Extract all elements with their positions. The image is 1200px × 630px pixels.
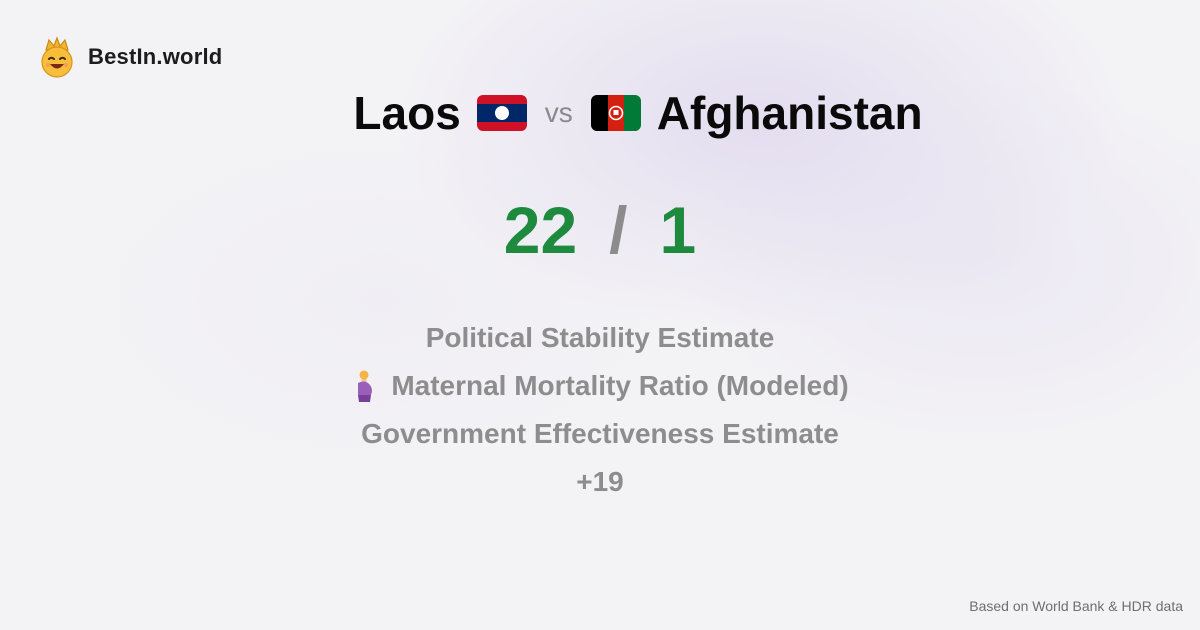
comparison-title: Laos vs Afghanistan bbox=[0, 86, 1200, 140]
right-score: 1 bbox=[659, 193, 697, 267]
metric-item: Political Stability Estimate bbox=[426, 314, 775, 362]
metric-label: Maternal Mortality Ratio (Modeled) bbox=[391, 370, 849, 401]
more-metrics-count: +19 bbox=[576, 466, 624, 497]
metric-item: Government Effectiveness Estimate bbox=[361, 410, 839, 458]
left-country-name: Laos bbox=[353, 87, 461, 139]
brand-name: BestIn.world bbox=[88, 44, 223, 69]
vs-label: vs bbox=[544, 97, 573, 128]
left-score: 22 bbox=[503, 193, 578, 267]
score-separator: / bbox=[609, 193, 628, 267]
laos-flag-icon bbox=[476, 95, 527, 131]
pregnant-woman-icon bbox=[351, 368, 377, 404]
afghanistan-flag-icon bbox=[590, 95, 641, 131]
metric-list: Political Stability Estimate Maternal Mo… bbox=[0, 314, 1200, 506]
crowned-smiley-icon bbox=[38, 36, 76, 78]
right-country-name: Afghanistan bbox=[656, 87, 923, 139]
score: 22 / 1 bbox=[0, 192, 1200, 268]
brand[interactable]: BestIn.world bbox=[38, 36, 222, 78]
metric-label: Government Effectiveness Estimate bbox=[361, 418, 839, 449]
metric-label: Political Stability Estimate bbox=[425, 322, 775, 353]
data-source-note: Based on World Bank & HDR data bbox=[969, 598, 1183, 614]
metric-item: Maternal Mortality Ratio (Modeled) bbox=[351, 362, 849, 410]
